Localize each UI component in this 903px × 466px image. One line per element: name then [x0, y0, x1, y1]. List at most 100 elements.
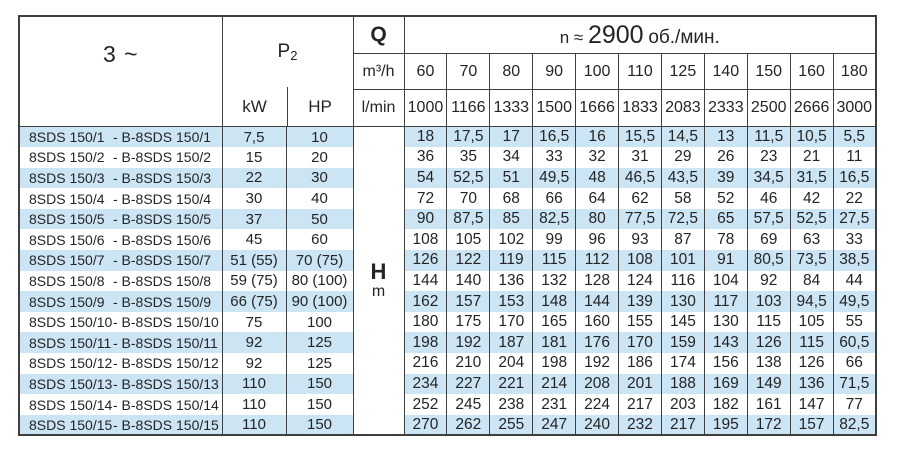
head-value: 39 — [703, 167, 748, 189]
head-value: 186 — [618, 353, 662, 374]
model-name: 8SDS 150/10 — [29, 314, 113, 331]
hp-value: 40 — [286, 188, 354, 209]
kw-value: 92 — [222, 332, 287, 354]
head-value: 16,5 — [532, 126, 577, 148]
head-value: 136 — [789, 373, 834, 395]
hp-value: 80 (100) — [286, 270, 354, 292]
model-cell: 8SDS 150/11- B-8SDS 150/11 — [19, 332, 223, 354]
q-unit-m3h: m³/h — [353, 53, 405, 91]
head-value: 27,5 — [832, 208, 877, 230]
q-unit-lmin: l/min — [353, 89, 405, 127]
model-alt-name: - B-8SDS 150/8 — [113, 272, 212, 289]
model-cell: 8SDS 150/3 - B-8SDS 150/3 — [19, 167, 223, 189]
head-value: 33 — [532, 147, 577, 168]
model-name: 8SDS 150/8 — [29, 272, 105, 289]
model-alt-name: - B-8SDS 150/14 — [113, 396, 219, 413]
head-value: 22 — [832, 188, 877, 209]
flow-m3h-value: 100 — [575, 53, 620, 91]
head-value: 80 — [575, 208, 620, 230]
kw-value: 51 (55) — [222, 250, 287, 271]
model-name: 8SDS 150/6 — [29, 231, 105, 248]
head-value: 247 — [532, 414, 577, 436]
model-alt-name: - B-8SDS 150/7 — [113, 252, 212, 269]
model-name: 8SDS 150/2 — [29, 149, 105, 166]
head-value: 52 — [703, 188, 748, 209]
head-value: 49,5 — [832, 291, 877, 312]
model-alt-name: - B-8SDS 150/2 — [113, 149, 212, 166]
hp-value: 30 — [286, 167, 354, 189]
head-value: 217 — [660, 414, 705, 436]
model-name: 8SDS 150/1 — [29, 129, 105, 146]
table-row: 8SDS 150/8 - B-8SDS 150/8 59 (75) 80 (100) 1… — [19, 270, 877, 292]
head-value: 175 — [446, 311, 491, 333]
head-value: 232 — [618, 414, 662, 436]
table-row: 8SDS 150/5 - B-8SDS 150/5 37 50 90 87,5 85 82,5… — [19, 208, 877, 230]
head-value: 99 — [532, 229, 577, 251]
head-value: 145 — [660, 311, 705, 333]
head-value: 13 — [703, 126, 748, 148]
head-value: 31 — [618, 147, 662, 168]
flow-m3h-value: 160 — [789, 53, 834, 91]
model-name: 8SDS 150/11 — [29, 334, 112, 351]
head-value: 66 — [532, 188, 577, 209]
rpm-unit: об./мин. — [648, 26, 720, 48]
head-value: 26 — [703, 147, 748, 168]
head-value: 103 — [746, 291, 791, 312]
kw-value: 75 — [222, 311, 287, 333]
head-value: 36 — [403, 147, 448, 168]
head-value: 101 — [660, 250, 705, 271]
kw-column-header: kW — [242, 96, 267, 116]
head-value: 174 — [660, 353, 705, 374]
head-value: 119 — [489, 250, 534, 271]
head-value: 139 — [618, 291, 662, 312]
head-value: 38,5 — [832, 250, 877, 271]
flow-lmin-value: 1166 — [446, 89, 491, 127]
head-value: 72,5 — [660, 208, 705, 230]
head-value: 208 — [575, 373, 620, 395]
flow-lmin-value: 2333 — [703, 89, 748, 127]
table-row: 8SDS 150/7 - B-8SDS 150/7 51 (55) 70 (75) 12… — [19, 250, 877, 271]
head-value: 21 — [789, 147, 834, 168]
model-cell: 8SDS 150/2 - B-8SDS 150/2 — [19, 147, 223, 168]
head-value: 238 — [489, 394, 534, 415]
model-alt-name: - B-8SDS 150/9 — [113, 293, 212, 310]
head-value: 192 — [575, 353, 620, 374]
flow-m3h-value: 180 — [832, 53, 877, 91]
head-value: 80,5 — [746, 250, 791, 271]
head-value: 62 — [618, 188, 662, 209]
table-row: 8SDS 150/2 - B-8SDS 150/2 15 20 36 35 34 33 32 31… — [19, 147, 877, 168]
model-cell: 8SDS 150/5 - B-8SDS 150/5 — [19, 208, 223, 230]
head-value: 170 — [489, 311, 534, 333]
head-value: 108 — [403, 229, 448, 251]
head-value: 157 — [446, 291, 491, 312]
head-value: 44 — [832, 270, 877, 292]
model-name: 8SDS 150/15 — [29, 416, 113, 433]
model-cell: 8SDS 150/4 - B-8SDS 150/4 — [19, 188, 223, 209]
head-value: 182 — [703, 394, 748, 415]
model-cell: 8SDS 150/14- B-8SDS 150/14 — [19, 394, 223, 415]
flow-lmin-value: 1833 — [618, 89, 662, 127]
hp-value: 100 — [286, 311, 354, 333]
head-value: 68 — [489, 188, 534, 209]
flow-m3h-value: 90 — [532, 53, 577, 91]
model-alt-name: - B-8SDS 150/13 — [113, 375, 219, 392]
head-value: 214 — [532, 373, 577, 395]
model-name: 8SDS 150/14 — [29, 396, 113, 413]
head-value: 105 — [789, 311, 834, 333]
head-value: 203 — [660, 394, 705, 415]
head-value: 64 — [575, 188, 620, 209]
head-value: 156 — [703, 353, 748, 374]
hp-value: 125 — [286, 332, 354, 354]
head-value: 10,5 — [789, 126, 834, 148]
head-value: 66 — [832, 353, 877, 374]
head-value: 159 — [660, 332, 705, 354]
model-cell: 8SDS 150/8 - B-8SDS 150/8 — [19, 270, 223, 292]
head-value: 143 — [703, 332, 748, 354]
head-value: 90 — [403, 208, 448, 230]
head-value: 176 — [575, 332, 620, 354]
head-value: 102 — [489, 229, 534, 251]
head-value: 52,5 — [789, 208, 834, 230]
